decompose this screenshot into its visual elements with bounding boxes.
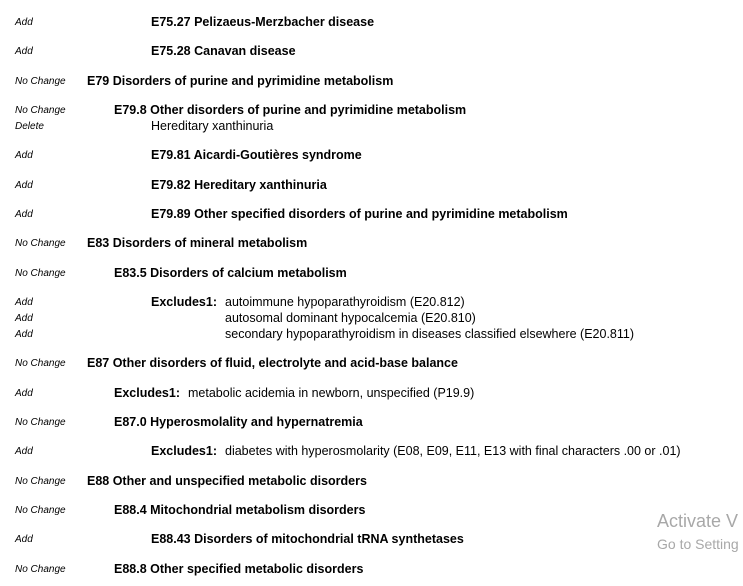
code-title: E88 Other and unspecified metabolic diso… bbox=[87, 474, 367, 488]
code-title: E83 Disorders of mineral metabolism bbox=[87, 236, 308, 250]
excludes-text: metabolic acidemia in newborn, unspecifi… bbox=[188, 386, 475, 400]
action-label: Add bbox=[15, 17, 33, 28]
action-label: Add bbox=[15, 329, 33, 340]
excludes-label: Excludes1: bbox=[151, 444, 218, 458]
action-label: Add bbox=[15, 388, 33, 399]
action-label: Add bbox=[15, 209, 33, 220]
action-label: Add bbox=[15, 446, 33, 457]
action-label: Add bbox=[15, 313, 33, 324]
excludes-label: Excludes1: bbox=[151, 295, 218, 309]
code-title: Hereditary xanthinuria bbox=[151, 119, 274, 133]
code-title: E79.81 Aicardi-Goutières syndrome bbox=[151, 148, 362, 162]
code-title: E88.43 Disorders of mitochondrial tRNA s… bbox=[151, 532, 464, 546]
code-title: E79.89 Other specified disorders of puri… bbox=[151, 207, 568, 221]
code-title: E87 Other disorders of fluid, electrolyt… bbox=[87, 356, 458, 370]
code-title: E75.27 Pelizaeus-Merzbacher disease bbox=[151, 15, 375, 29]
action-label: No Change bbox=[15, 76, 66, 87]
code-title: E79 Disorders of purine and pyrimidine m… bbox=[87, 74, 394, 88]
code-title: E87.0 Hyperosmolality and hypernatremia bbox=[114, 415, 363, 429]
excludes-text: autosomal dominant hypocalcemia (E20.810… bbox=[225, 311, 476, 325]
code-title: E79.82 Hereditary xanthinuria bbox=[151, 178, 327, 192]
code-title: E79.8 Other disorders of purine and pyri… bbox=[114, 103, 467, 117]
code-title: E88.8 Other specified metabolic disorder… bbox=[114, 562, 364, 576]
excludes-text: autoimmune hypoparathyroidism (E20.812) bbox=[225, 295, 465, 309]
code-title: E88.4 Mitochondrial metabolism disorders bbox=[114, 503, 366, 517]
excludes-text: secondary hypoparathyroidism in diseases… bbox=[225, 327, 635, 341]
action-label: No Change bbox=[15, 476, 66, 487]
action-label: Add bbox=[15, 180, 33, 191]
action-label: Add bbox=[15, 150, 33, 161]
action-label: No Change bbox=[15, 417, 66, 428]
action-label: No Change bbox=[15, 238, 66, 249]
action-label: No Change bbox=[15, 505, 66, 516]
action-label: Add bbox=[15, 297, 33, 308]
action-label: Add bbox=[15, 46, 33, 57]
code-title: E75.28 Canavan disease bbox=[151, 44, 296, 58]
excludes-label: Excludes1: bbox=[114, 386, 181, 400]
action-label: No Change bbox=[15, 358, 66, 369]
code-title: E83.5 Disorders of calcium metabolism bbox=[114, 266, 347, 280]
action-label: Delete bbox=[15, 121, 44, 132]
activation-watermark-subtitle: Go to Setting bbox=[657, 536, 739, 552]
activation-watermark-title: Activate V bbox=[657, 511, 739, 531]
action-label: No Change bbox=[15, 105, 66, 116]
excludes-text: diabetes with hyperosmolarity (E08, E09,… bbox=[225, 444, 681, 458]
action-label: Add bbox=[15, 534, 33, 545]
action-label: No Change bbox=[15, 268, 66, 279]
action-label: No Change bbox=[15, 564, 66, 575]
